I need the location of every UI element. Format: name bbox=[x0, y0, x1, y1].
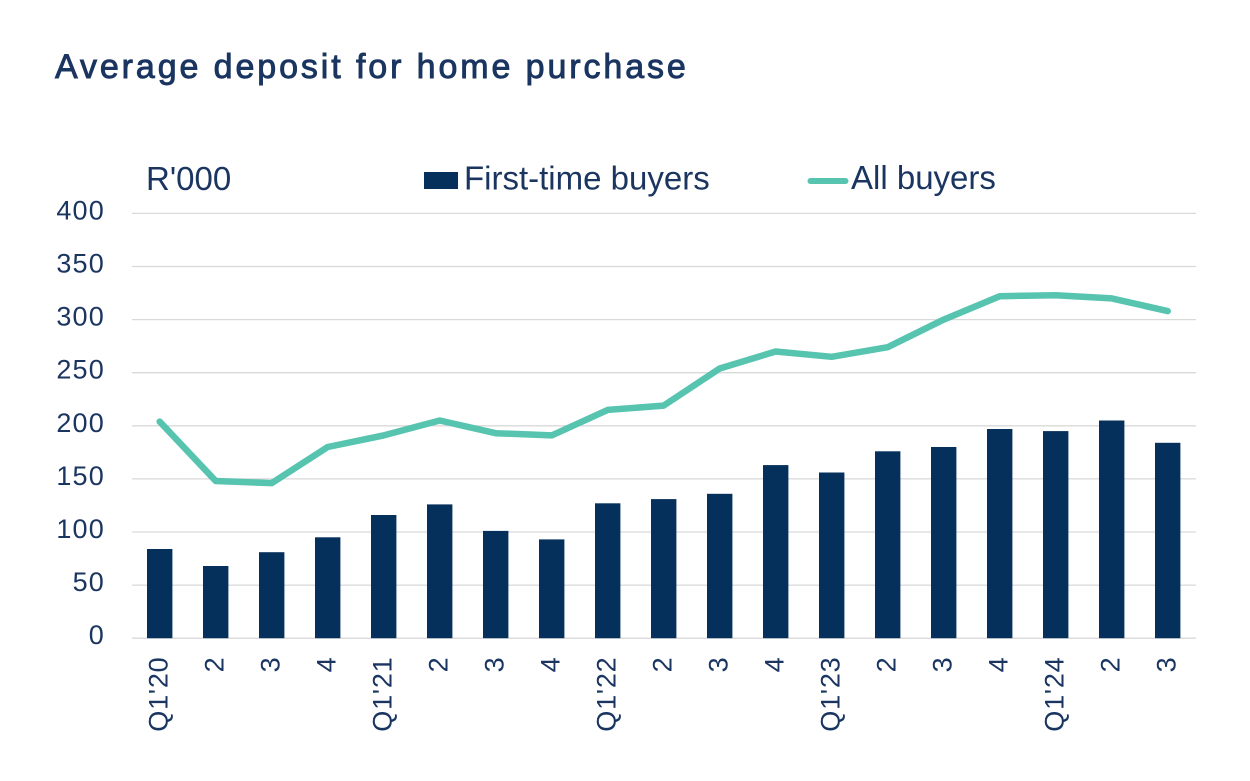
svg-text:2: 2 bbox=[200, 657, 230, 673]
svg-text:0: 0 bbox=[89, 620, 105, 650]
svg-text:100: 100 bbox=[56, 514, 105, 544]
svg-text:2: 2 bbox=[1096, 657, 1126, 673]
svg-text:350: 350 bbox=[56, 249, 105, 279]
svg-text:3: 3 bbox=[256, 657, 286, 673]
svg-text:3: 3 bbox=[704, 657, 734, 673]
svg-text:50: 50 bbox=[73, 567, 105, 597]
svg-text:400: 400 bbox=[56, 195, 105, 225]
svg-text:3: 3 bbox=[1152, 657, 1182, 673]
svg-text:3: 3 bbox=[480, 657, 510, 673]
svg-text:4: 4 bbox=[536, 657, 566, 673]
svg-text:First-time buyers: First-time buyers bbox=[464, 160, 710, 197]
svg-text:4: 4 bbox=[312, 657, 342, 673]
svg-text:200: 200 bbox=[56, 408, 105, 438]
svg-text:4: 4 bbox=[760, 657, 790, 673]
svg-text:Q1'20: Q1'20 bbox=[144, 657, 174, 732]
svg-text:4: 4 bbox=[984, 657, 1014, 673]
svg-text:Q1'24: Q1'24 bbox=[1040, 657, 1070, 732]
svg-text:3: 3 bbox=[928, 657, 958, 673]
svg-text:300: 300 bbox=[56, 302, 105, 332]
svg-text:250: 250 bbox=[56, 355, 105, 385]
svg-text:R'000: R'000 bbox=[146, 160, 231, 197]
svg-text:Q1'21: Q1'21 bbox=[368, 657, 398, 732]
svg-text:2: 2 bbox=[424, 657, 454, 673]
svg-text:All buyers: All buyers bbox=[851, 159, 996, 196]
svg-text:Average deposit for home purch: Average deposit for home purchase bbox=[55, 48, 689, 86]
svg-text:2: 2 bbox=[872, 657, 902, 673]
svg-text:150: 150 bbox=[56, 461, 105, 491]
svg-text:2: 2 bbox=[648, 657, 678, 673]
svg-text:Q1'22: Q1'22 bbox=[592, 657, 622, 732]
svg-text:Q1'23: Q1'23 bbox=[816, 657, 846, 732]
